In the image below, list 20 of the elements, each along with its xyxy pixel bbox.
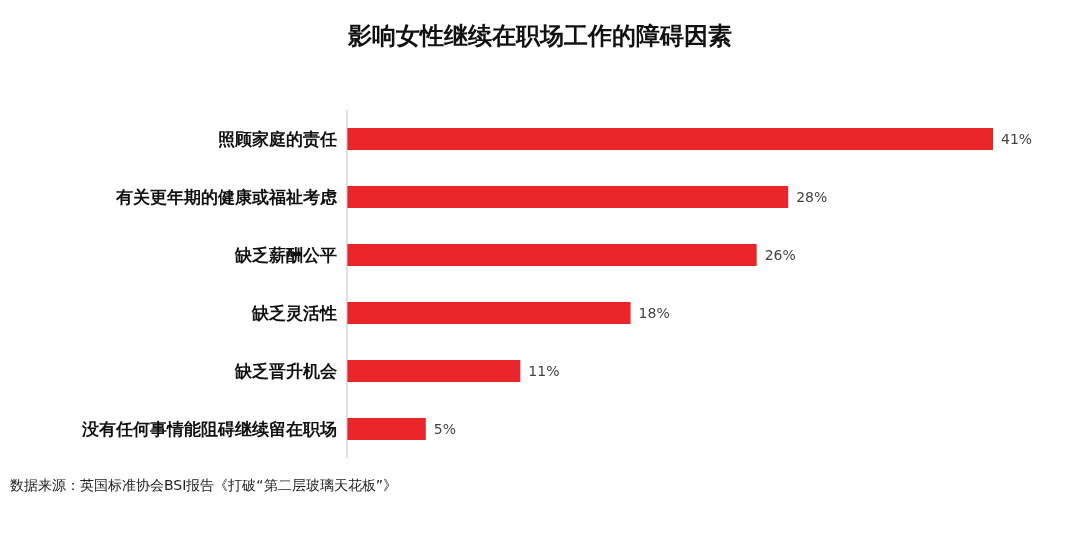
bar — [347, 186, 789, 208]
data-label: 26% — [764, 247, 796, 263]
y-tick-label: 照顾家庭的责任 — [218, 129, 337, 149]
bar — [347, 244, 757, 266]
data-label: 18% — [638, 305, 670, 321]
y-tick-label: 缺乏灵活性 — [251, 303, 337, 323]
y-tick-label: 缺乏薪酬公平 — [234, 245, 337, 265]
y-tick-label: 没有任何事情能阻碍继续留在职场 — [81, 419, 337, 439]
bar — [347, 360, 521, 382]
source-note: 数据来源：英国标准协会BSI报告《打破“第二层玻璃天花板”》 — [10, 477, 397, 493]
chart-title: 影响女性继续在职场工作的障碍因素 — [347, 22, 732, 50]
data-label: 5% — [433, 421, 456, 437]
y-tick-label: 缺乏晋升机会 — [234, 361, 338, 381]
y-tick-label: 有关更年期的健康或福祉考虑 — [115, 187, 338, 207]
bar — [347, 128, 993, 150]
bar — [347, 418, 426, 440]
data-label: 41% — [1001, 131, 1033, 147]
bar — [347, 302, 631, 324]
data-label: 11% — [528, 363, 560, 379]
data-label: 28% — [796, 189, 828, 205]
